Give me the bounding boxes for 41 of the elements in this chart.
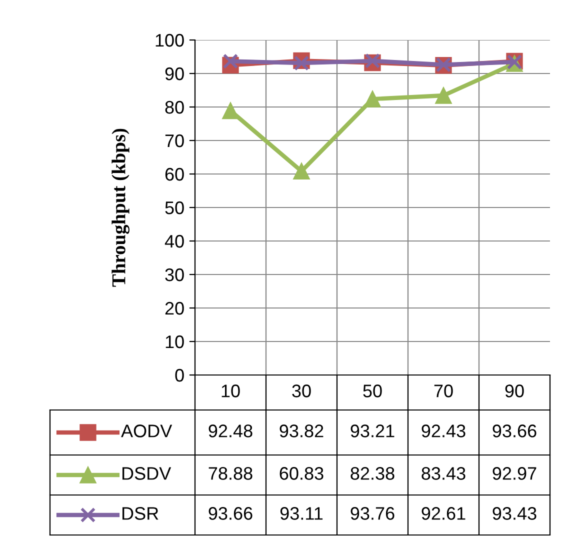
- data-label: 83.43: [422, 467, 466, 480]
- legend-label: DSR: [122, 507, 158, 520]
- x-tick-label: 10: [222, 384, 240, 398]
- y-tick-label: 100: [156, 34, 184, 47]
- x-tick-label: 50: [363, 384, 382, 398]
- legend-label: AODV: [121, 424, 172, 438]
- data-label: 93.21: [350, 424, 394, 438]
- data-label: 78.88: [208, 467, 252, 480]
- y-tick-label: 20: [165, 302, 184, 315]
- point: [364, 90, 381, 108]
- y-axis-title: Throughput (kbps): [112, 128, 130, 287]
- point: [435, 87, 452, 104]
- point: [294, 55, 310, 71]
- y-tick-label: 10: [166, 335, 184, 348]
- point: [222, 102, 239, 120]
- y-tick-label: 90: [165, 67, 184, 80]
- data-label: 93.76: [350, 507, 394, 520]
- y-tick-label: 80: [165, 100, 184, 114]
- y-tick-label: 0: [175, 368, 184, 382]
- data-label: 60.83: [280, 467, 324, 480]
- y-tick-label: 70: [165, 134, 184, 148]
- data-label: 92.61: [422, 507, 466, 520]
- data-label: 92.43: [422, 424, 466, 438]
- data-label: 93.82: [280, 424, 324, 438]
- point: [222, 54, 238, 69]
- data-label: 93.43: [492, 507, 536, 520]
- y-tick-label: 40: [164, 234, 184, 248]
- point: [293, 162, 310, 180]
- x-tick-label: 30: [292, 384, 311, 398]
- legend-label: DSDV: [122, 467, 172, 480]
- y-tick-label: 50: [165, 201, 184, 214]
- data-label: 93.66: [208, 507, 252, 520]
- y-tick-label: 60: [165, 168, 184, 181]
- x-tick-label: 90: [505, 384, 524, 398]
- data-label: 93.66: [492, 424, 536, 438]
- data-label: 92.97: [492, 467, 536, 480]
- data-label: 82.38: [350, 467, 394, 480]
- x-tick-label: 70: [434, 384, 453, 398]
- y-tick-label: 30: [165, 268, 184, 282]
- data-label: 92.48: [208, 424, 252, 438]
- data-label: 93.11: [280, 507, 323, 520]
